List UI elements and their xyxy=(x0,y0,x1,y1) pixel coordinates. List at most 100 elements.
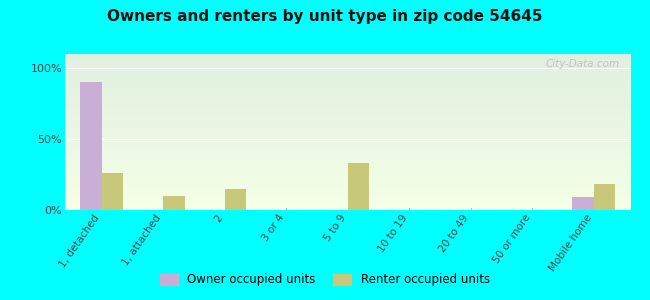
Bar xyxy=(65,92,630,93)
Bar xyxy=(65,129,630,130)
Bar xyxy=(65,156,630,157)
Bar xyxy=(65,157,630,158)
Bar xyxy=(65,180,630,181)
Bar xyxy=(65,108,630,109)
Bar xyxy=(65,106,630,107)
Bar xyxy=(65,71,630,72)
Bar xyxy=(65,173,630,174)
Bar xyxy=(65,109,630,110)
Bar xyxy=(593,184,615,210)
Bar xyxy=(65,197,630,198)
Bar xyxy=(65,209,630,210)
Bar xyxy=(65,135,630,136)
Bar xyxy=(65,88,630,89)
Bar xyxy=(65,136,630,137)
Bar xyxy=(65,69,630,70)
Bar xyxy=(65,149,630,150)
Bar xyxy=(65,138,630,139)
Bar xyxy=(65,134,630,135)
Bar xyxy=(65,188,630,189)
Bar xyxy=(65,67,630,68)
Bar xyxy=(65,113,630,114)
Bar xyxy=(65,165,630,166)
Bar xyxy=(65,170,630,171)
Bar xyxy=(65,178,630,179)
Bar xyxy=(65,128,630,129)
Bar xyxy=(65,155,630,156)
Bar xyxy=(65,132,630,133)
Bar xyxy=(65,190,630,191)
Bar xyxy=(65,56,630,57)
Bar xyxy=(65,196,630,197)
Bar xyxy=(65,189,630,190)
Bar xyxy=(65,167,630,168)
Bar xyxy=(65,70,630,71)
Bar xyxy=(65,112,630,113)
Bar xyxy=(65,96,630,97)
Bar xyxy=(65,206,630,207)
Bar xyxy=(65,60,630,61)
Bar xyxy=(65,183,630,184)
Bar xyxy=(65,73,630,74)
Bar xyxy=(65,131,630,132)
Bar xyxy=(65,64,630,65)
Bar xyxy=(65,184,630,185)
Bar xyxy=(65,143,630,144)
Bar xyxy=(65,153,630,154)
Bar xyxy=(65,191,630,192)
Bar xyxy=(65,89,630,90)
Bar xyxy=(65,98,630,99)
Bar xyxy=(65,146,630,147)
Bar xyxy=(65,186,630,187)
Bar xyxy=(65,75,630,76)
Bar xyxy=(65,169,630,170)
Bar xyxy=(65,101,630,102)
Bar xyxy=(65,124,630,125)
Bar xyxy=(65,83,630,84)
Bar xyxy=(65,120,630,121)
Bar xyxy=(65,118,630,119)
Bar xyxy=(65,111,630,112)
Bar xyxy=(65,177,630,178)
Bar xyxy=(65,114,630,115)
Bar xyxy=(65,85,630,86)
Bar xyxy=(65,123,630,124)
Bar xyxy=(65,77,630,78)
Bar xyxy=(65,207,630,208)
Bar xyxy=(65,201,630,202)
Bar xyxy=(65,179,630,180)
Bar xyxy=(65,115,630,116)
Bar xyxy=(65,127,630,128)
Bar xyxy=(65,158,630,159)
Bar xyxy=(65,59,630,60)
Bar xyxy=(65,66,630,67)
Bar xyxy=(65,137,630,138)
Bar xyxy=(65,151,630,152)
Bar xyxy=(65,200,630,201)
Bar xyxy=(65,160,630,161)
Bar xyxy=(65,78,630,79)
Bar xyxy=(65,94,630,95)
Bar xyxy=(65,147,630,148)
Bar xyxy=(65,68,630,69)
Bar xyxy=(65,97,630,98)
Bar xyxy=(65,208,630,209)
Bar xyxy=(65,103,630,104)
Bar xyxy=(65,195,630,196)
Bar xyxy=(65,57,630,58)
Bar xyxy=(65,168,630,169)
Bar xyxy=(65,139,630,140)
Text: Owners and renters by unit type in zip code 54645: Owners and renters by unit type in zip c… xyxy=(107,9,543,24)
Bar xyxy=(65,166,630,167)
Bar xyxy=(65,91,630,92)
Bar xyxy=(65,164,630,165)
Bar xyxy=(65,93,630,94)
Bar xyxy=(65,125,630,126)
Bar xyxy=(65,107,630,108)
Bar xyxy=(65,110,630,111)
Bar xyxy=(65,175,630,176)
Bar xyxy=(65,81,630,82)
Bar xyxy=(65,172,630,173)
Bar xyxy=(65,194,630,195)
Bar xyxy=(65,162,630,163)
